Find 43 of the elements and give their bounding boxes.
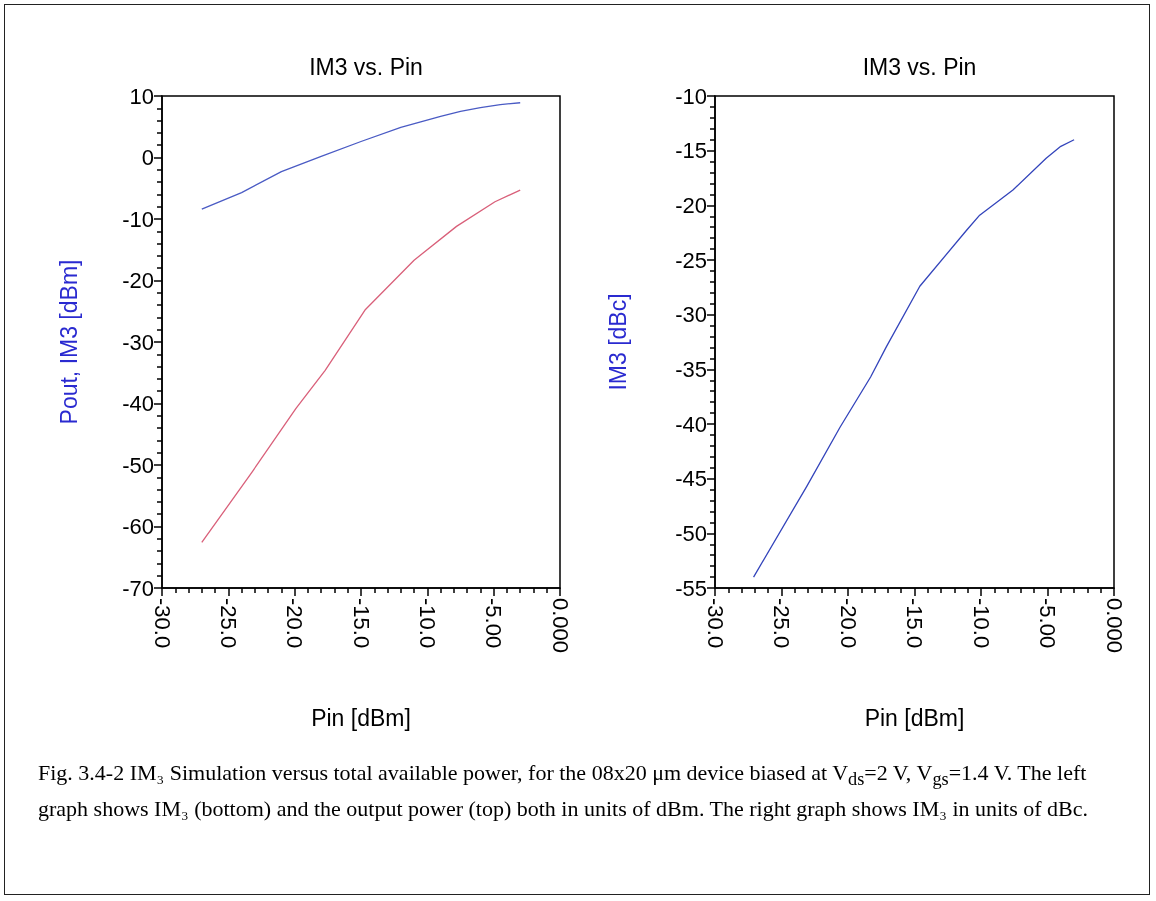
chart-title: IM3 vs. Pin [862, 53, 977, 80]
x-tick-label: -20.0 [835, 598, 861, 649]
y-tick-label: -50 [675, 520, 707, 546]
y-tick-label: -35 [675, 356, 707, 382]
y-tick-label: -70 [122, 575, 154, 601]
x-tick-label: -10.0 [414, 598, 440, 649]
y-tick-label: -20 [122, 268, 154, 293]
line-series [201, 189, 521, 544]
x-tick-label: -10.0 [968, 598, 994, 649]
y-tick-label: -50 [122, 452, 154, 478]
chart-title: IM3 vs. Pin [309, 53, 423, 80]
x-tick-label: -5.00 [481, 598, 507, 649]
x-axis-title: Pin [dBm] [864, 704, 965, 731]
y-tick-label: -10 [675, 83, 707, 109]
x-tick-label: -20.0 [282, 598, 308, 649]
y-axis-title: Pout, IM3 [dBm] [55, 259, 82, 425]
x-tick-label: -30.0 [702, 598, 728, 649]
y-axis-title: IM3 [dBc] [604, 293, 631, 391]
y-tick-label: -30 [675, 302, 707, 328]
x-tick-label: -15.0 [348, 598, 374, 649]
x-tick-label: -15.0 [902, 598, 927, 649]
y-tick-label: -25 [675, 247, 707, 273]
line-series [752, 139, 1075, 578]
x-tick-label: 0.000 [547, 598, 573, 654]
y-tick-label: -55 [675, 575, 707, 601]
x-tick-label: -30.0 [149, 598, 175, 649]
y-tick-label: -40 [122, 391, 154, 416]
y-tick-label: 0 [141, 145, 154, 170]
line-series [201, 102, 521, 210]
x-tick-label: 0.000 [1101, 598, 1127, 654]
x-tick-label: -25.0 [215, 598, 241, 649]
y-tick-label: 10 [129, 83, 154, 109]
x-tick-label: -5.00 [1035, 598, 1060, 649]
y-tick-label: -30 [122, 329, 154, 355]
y-tick-label: -20 [675, 192, 707, 218]
y-tick-label: -10 [122, 206, 154, 232]
y-tick-label: -45 [675, 466, 707, 492]
y-tick-label: -60 [122, 514, 154, 539]
x-tick-label: -25.0 [769, 598, 794, 649]
y-tick-label: -15 [675, 138, 707, 164]
caption: Fig. 3.4-2 IM₃ Simulation versus total available power, for the 08x20 μm device biased at V$_{ds}$=2 V, V$_{gs}$=1.4 V. The left graph shows IM₃ (bottom) and the output power (top) both in units of dBm. The right graph shows IM₃ in units of dBc. [38, 759, 1090, 824]
x-axis-title: Pin [dBm] [311, 704, 411, 731]
y-tick-label: -40 [675, 411, 707, 437]
